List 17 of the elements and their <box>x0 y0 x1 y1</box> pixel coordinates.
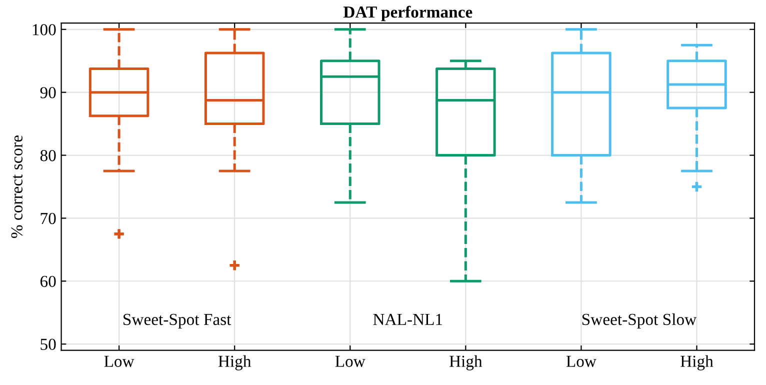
x-tick-label: High <box>449 355 482 370</box>
y-tick-label: 50 <box>40 338 56 350</box>
x-tick-label: Low <box>335 356 366 367</box>
annotation: Sweet-Spot Slow <box>582 313 697 328</box>
y-tick-label: 100 <box>32 24 56 36</box>
x-tick-label: High <box>680 355 714 370</box>
y-tick-label: 80 <box>40 150 56 162</box>
x-tick-label: High <box>218 355 252 370</box>
x-tick-label: Low <box>566 356 596 367</box>
y-tick-label: 70 <box>40 212 56 224</box>
y-tick-label: 90 <box>40 87 56 98</box>
x-tick-label: Low <box>104 356 134 367</box>
annotation: NAL-NL1 <box>373 314 442 325</box>
chart-title: DAT performance <box>343 6 472 22</box>
y-tick-label: 60 <box>40 276 56 288</box>
y-axis-title: % correct score <box>11 135 23 238</box>
annotation: Sweet-Spot Fast <box>124 314 232 328</box>
